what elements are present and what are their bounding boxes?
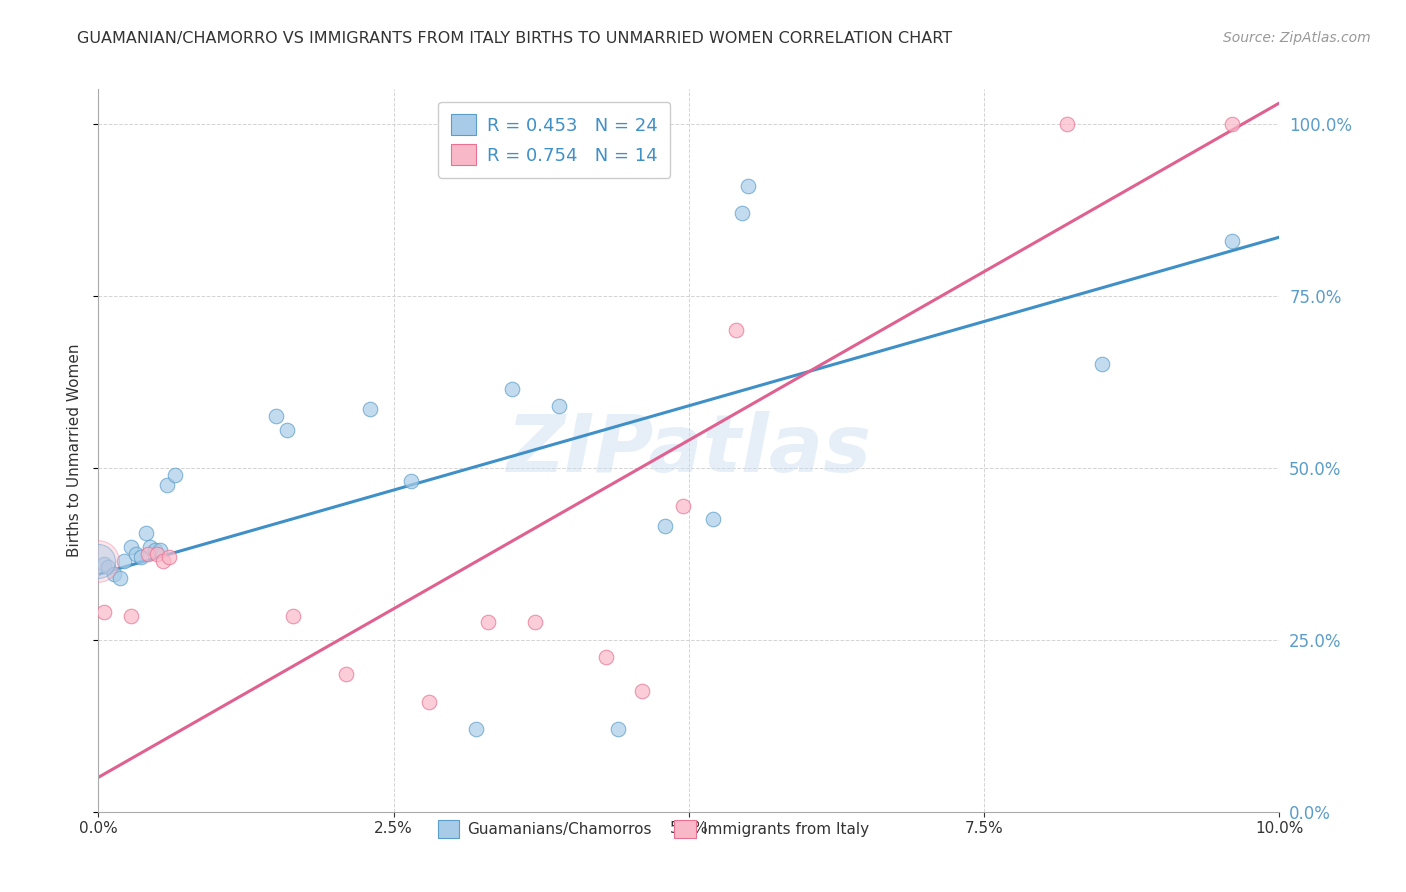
Point: [93, 557, 115, 571]
Point: [156, 478, 179, 492]
Legend: Guamanians/Chamorros, Immigrants from Italy: Guamanians/Chamorros, Immigrants from It…: [432, 814, 876, 844]
Point: [401, 475, 423, 489]
Point: [477, 615, 499, 630]
Point: [335, 667, 357, 681]
Point: [737, 178, 759, 193]
Point: [1220, 234, 1243, 248]
Point: [548, 399, 571, 413]
Point: [702, 512, 724, 526]
Point: [1220, 117, 1243, 131]
Point: [97, 560, 120, 574]
Point: [121, 608, 143, 623]
Point: [524, 615, 547, 630]
Point: [731, 206, 754, 220]
Point: [103, 567, 125, 582]
Point: [139, 540, 162, 554]
Text: ZIPatlas: ZIPatlas: [506, 411, 872, 490]
Point: [276, 423, 298, 437]
Point: [93, 605, 115, 619]
Point: [157, 550, 180, 565]
Text: Source: ZipAtlas.com: Source: ZipAtlas.com: [1223, 31, 1371, 45]
Point: [129, 550, 152, 565]
Point: [136, 547, 159, 561]
Point: [121, 540, 143, 554]
Point: [1091, 358, 1114, 372]
Point: [135, 526, 157, 541]
Point: [465, 722, 488, 736]
Point: [149, 543, 172, 558]
Text: GUAMANIAN/CHAMORRO VS IMMIGRANTS FROM ITALY BIRTHS TO UNMARRIED WOMEN CORRELATIO: GUAMANIAN/CHAMORRO VS IMMIGRANTS FROM IT…: [77, 31, 952, 46]
Point: [725, 323, 748, 337]
Point: [501, 382, 523, 396]
Point: [630, 684, 652, 698]
Point: [595, 649, 617, 664]
Point: [283, 608, 305, 623]
Point: [654, 519, 676, 533]
Point: [264, 409, 287, 423]
Point: [112, 553, 135, 567]
Point: [108, 571, 131, 585]
Point: [143, 543, 166, 558]
Y-axis label: Births to Unmarried Women: Births to Unmarried Women: [67, 343, 83, 558]
Point: [146, 547, 169, 561]
Point: [87, 553, 110, 567]
Point: [87, 553, 110, 567]
Point: [359, 402, 381, 417]
Point: [125, 547, 148, 561]
Point: [607, 722, 630, 736]
Point: [1056, 117, 1078, 131]
Point: [165, 467, 187, 482]
Point: [672, 499, 695, 513]
Point: [152, 553, 174, 567]
Point: [418, 695, 440, 709]
